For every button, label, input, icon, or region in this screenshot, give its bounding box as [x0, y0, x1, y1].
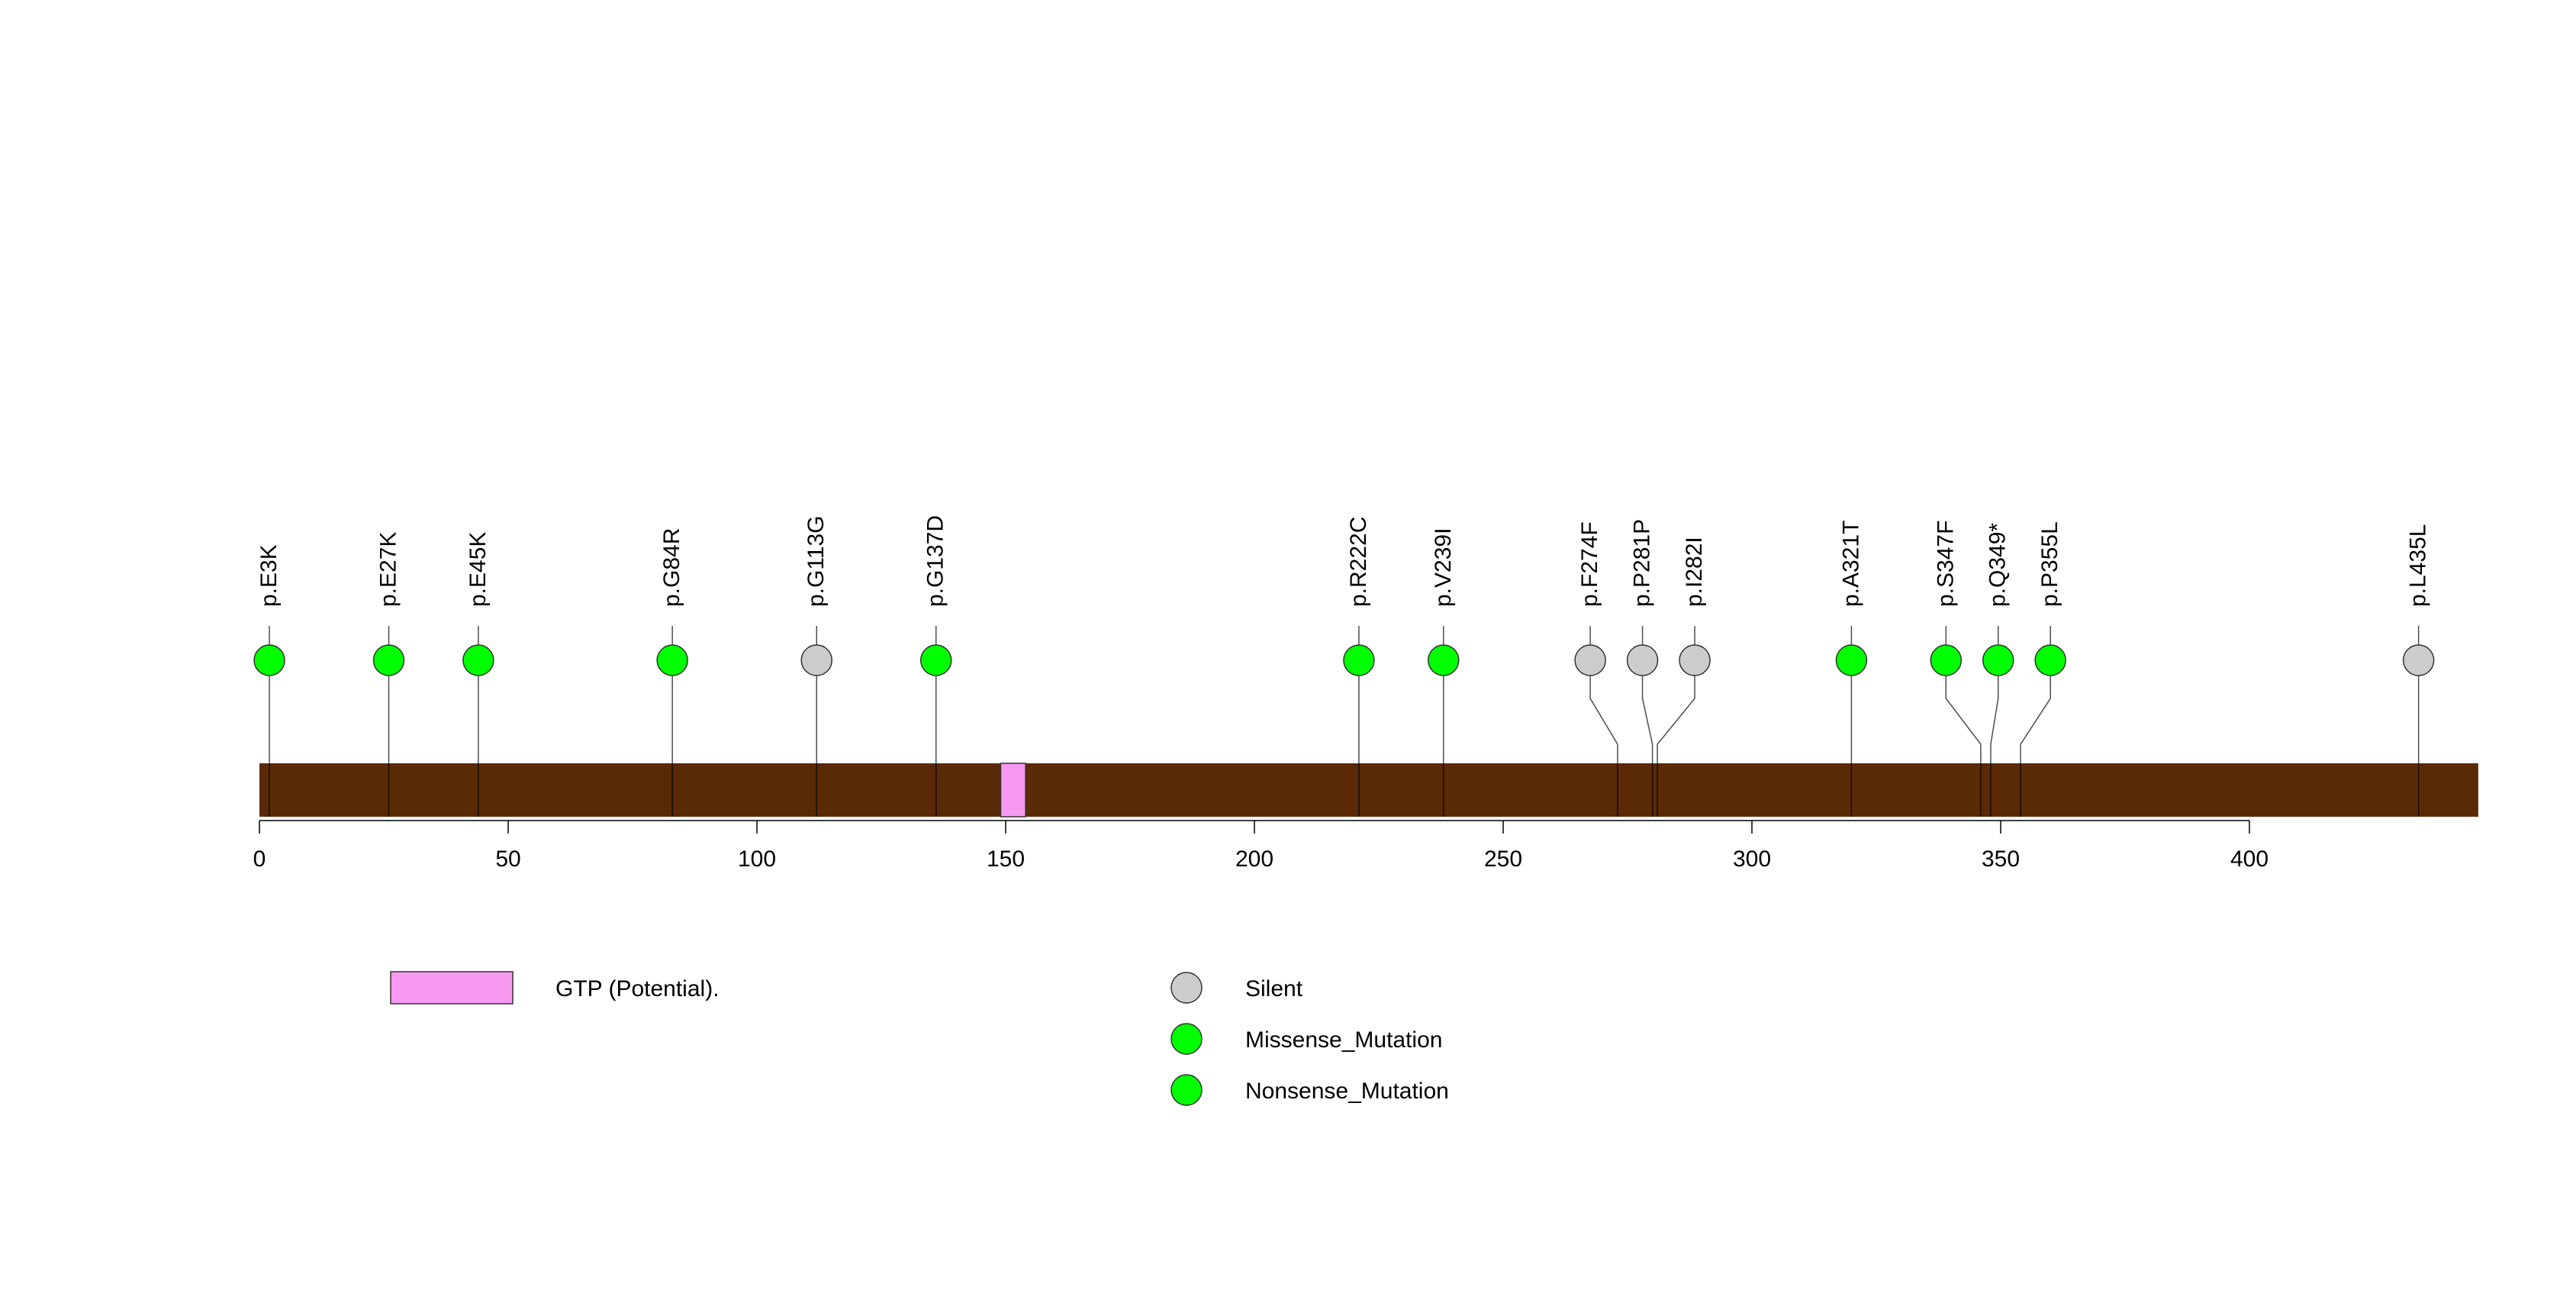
mutation-head-silent[interactable]	[1626, 644, 1659, 676]
legend-domain-label: GTP (Potential).	[555, 976, 720, 1001]
mutation-head-silent[interactable]	[1679, 644, 1711, 676]
mutation-head-missense-mutation[interactable]	[919, 644, 952, 676]
mutation-label: p.E27K	[376, 532, 401, 607]
legend-mutation-label: Missense_Mutation	[1245, 1027, 1442, 1053]
x-tick-label: 300	[1733, 847, 1771, 872]
x-tick-label: 150	[987, 847, 1025, 872]
mutation-label: p.I282I	[1682, 537, 1707, 607]
mutation-head-missense-mutation[interactable]	[372, 644, 405, 676]
mutation-head-missense-mutation[interactable]	[1428, 644, 1460, 676]
mutation-label: p.S347F	[1933, 521, 1958, 607]
mutation-label: p.V239I	[1431, 528, 1456, 607]
x-axis: 0 50 100 150 200 250 300 350 400	[253, 820, 2268, 872]
mutation-stem	[2020, 660, 2051, 763]
legend-domains: GTP (Potential).	[390, 971, 720, 1005]
mutation-labels: p.E3K p.E27K p.E45K p.G84R p.G113G p.G137D p.R…	[256, 515, 2431, 607]
mutation-label: p.G113G	[803, 515, 829, 607]
mutation-stem	[1945, 660, 1982, 763]
x-tick-label: 50	[495, 847, 520, 872]
mutation-head-nonsense-mutation[interactable]	[1982, 644, 2014, 676]
x-tick-label: 350	[1982, 847, 2020, 872]
mutation-label: p.P355L	[2037, 521, 2062, 607]
mutation-head-silent[interactable]	[1574, 644, 1606, 676]
mutation-label: p.E3K	[256, 544, 282, 607]
mutation-label: p.E45K	[465, 532, 491, 607]
mutation-label: p.Q349*	[1985, 523, 2011, 607]
mutation-head-silent[interactable]	[2402, 644, 2435, 676]
mutation-head-missense-mutation[interactable]	[1835, 644, 1868, 676]
mutation-head-missense-mutation[interactable]	[253, 644, 285, 676]
legend-domain-swatch	[390, 971, 514, 1005]
mutation-head-missense-mutation[interactable]	[1343, 644, 1375, 676]
mutation-label: p.G137D	[923, 515, 948, 607]
x-tick-label: 0	[253, 847, 266, 872]
mutation-label: p.P281P	[1630, 519, 1655, 607]
mutation-stem	[1589, 660, 1618, 763]
legend-nonsense-mutation-swatch	[1170, 1074, 1203, 1106]
mutation-head-missense-mutation[interactable]	[2034, 644, 2066, 676]
x-tick-label: 400	[2230, 847, 2268, 872]
legend-silent-swatch	[1170, 972, 1203, 1004]
mutation-label: p.L435L	[2406, 524, 2431, 607]
protein-domains	[1000, 763, 1026, 818]
mutation-label: p.R222C	[1346, 517, 1371, 607]
mutation-site-lines	[269, 763, 2420, 817]
legend-missense-mutation-swatch	[1170, 1023, 1203, 1055]
protein-bar	[259, 763, 2478, 817]
legend-mutation-label: Silent	[1245, 976, 1303, 1001]
x-tick-label: 200	[1235, 847, 1274, 872]
mutation-head-silent[interactable]	[800, 644, 832, 676]
mutation-label: p.G84R	[659, 528, 684, 607]
legend-mutations: Silent Missense_Mutation Nonsense_Mutation	[1170, 972, 1449, 1106]
mutation-label: p.F274F	[1577, 521, 1602, 607]
x-tick-label: 100	[738, 847, 776, 872]
mutation-heads	[253, 644, 2435, 676]
mutation-label: p.A321T	[1838, 521, 1863, 607]
mutation-head-missense-mutation[interactable]	[1930, 644, 1963, 676]
mutation-stems	[269, 626, 2420, 763]
mutation-stem	[1641, 660, 1653, 763]
mutation-head-missense-mutation[interactable]	[462, 644, 494, 676]
x-tick-label: 250	[1484, 847, 1522, 872]
mutation-head-missense-mutation[interactable]	[656, 644, 688, 676]
mutation-stem	[1657, 660, 1695, 763]
mutation-stem	[1990, 660, 1999, 763]
domain-0	[1000, 763, 1026, 818]
legend: GTP (Potential). Silent Missense_Mutation…	[390, 971, 1449, 1106]
legend-mutation-label: Nonsense_Mutation	[1245, 1079, 1449, 1104]
